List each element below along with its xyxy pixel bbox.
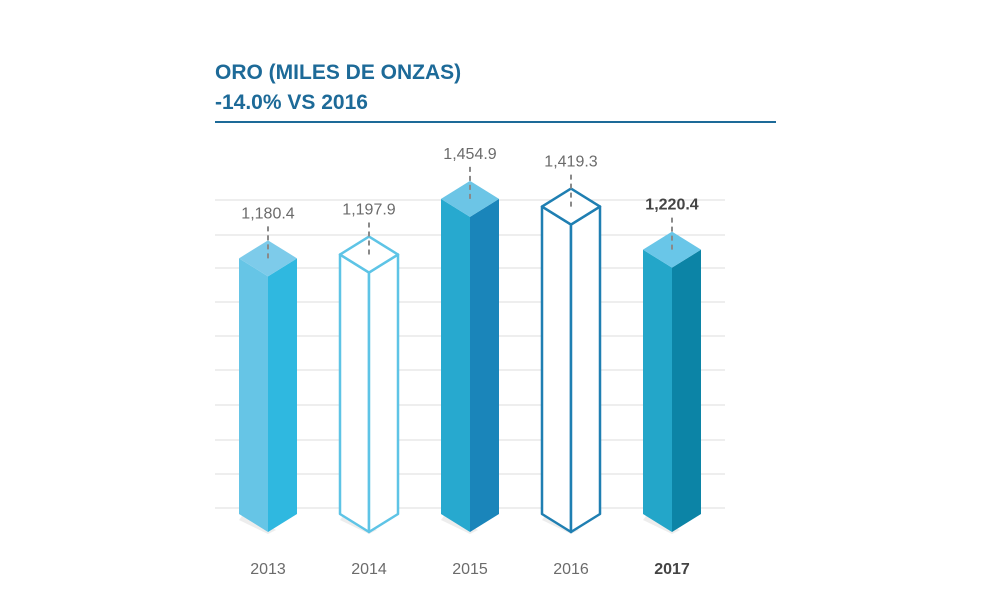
bar-right-face (672, 249, 701, 532)
bar-2015 (441, 166, 499, 534)
bar-right-face (268, 258, 297, 532)
labels: 1,180.4 2013 1,197.9 2014 1,454.9 2015 1,419.3… (241, 146, 698, 578)
chart-title-block: ORO (MILES DE ONZAS) -14.0% VS 2016 (215, 58, 776, 118)
value-label-2013: 1,180.4 (241, 205, 294, 222)
bar-top-face (441, 180, 499, 217)
bar-2017 (643, 217, 701, 534)
bar-left-face (338, 253, 371, 534)
bar-right-face (367, 253, 400, 534)
x-tick-label-2015: 2015 (452, 561, 488, 578)
title-underline (215, 121, 776, 123)
bar-left-face (239, 258, 268, 532)
x-tick-label-2013: 2013 (250, 561, 286, 578)
bar-2014 (338, 222, 400, 534)
x-tick-label-2014: 2014 (351, 561, 387, 578)
value-label-2016: 1,419.3 (544, 154, 597, 171)
chart-title: ORO (MILES DE ONZAS) (215, 61, 462, 84)
bar-2013 (239, 226, 297, 534)
chart-subtitle: -14.0% VS 2016 (215, 91, 368, 114)
bars (239, 166, 701, 534)
bar-right-face (470, 198, 499, 533)
bar-left-face (540, 205, 573, 534)
bar-left-face (441, 198, 470, 533)
value-label-2017: 1,220.4 (645, 197, 698, 214)
value-label-2015: 1,454.9 (443, 146, 496, 163)
bar-2016 (540, 174, 602, 534)
x-tick-label-2017: 2017 (654, 561, 690, 578)
x-tick-label-2016: 2016 (553, 561, 589, 578)
bar-left-face (643, 249, 672, 532)
bar-right-face (569, 205, 602, 534)
value-label-2014: 1,197.9 (342, 202, 395, 219)
